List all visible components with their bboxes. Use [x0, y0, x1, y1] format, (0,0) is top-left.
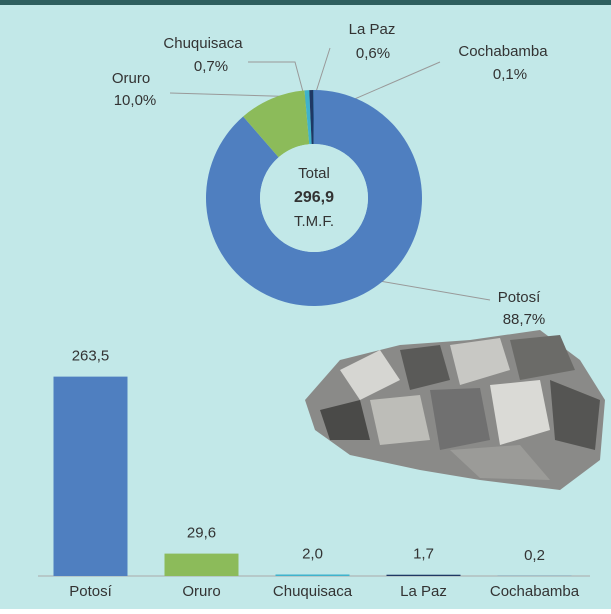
bar-value-label: 0,2 [524, 547, 545, 564]
slice-value-label: 0,7% [194, 58, 228, 75]
bar [165, 554, 239, 576]
bar-value-label: 2,0 [302, 545, 323, 562]
total-value: 296,9 [294, 189, 334, 206]
total-title: Total [298, 165, 330, 182]
slice-label: Chuquisaca [163, 35, 243, 52]
x-tick-label: Chuquisaca [273, 583, 353, 600]
x-tick-label: Oruro [182, 583, 220, 600]
slice-value-label: 88,7% [503, 311, 546, 328]
x-tick-label: Cochabamba [490, 583, 580, 600]
slice-value-label: 10,0% [114, 92, 157, 109]
bar [54, 377, 128, 576]
slice-value-label: 0,1% [493, 66, 527, 83]
slice-label: La Paz [349, 21, 396, 38]
slice-value-label: 0,6% [356, 45, 390, 62]
bar-value-label: 263,5 [72, 348, 110, 365]
slice-label: Oruro [112, 70, 150, 87]
slice-label: Cochabamba [458, 43, 548, 60]
slice-label: Potosí [498, 289, 541, 306]
bar-value-label: 29,6 [187, 525, 216, 542]
bar [387, 575, 461, 576]
x-tick-label: Potosí [69, 583, 112, 600]
bar [276, 574, 350, 576]
x-tick-label: La Paz [400, 583, 447, 600]
top-border [0, 0, 611, 5]
total-unit: T.M.F. [294, 213, 334, 230]
bar-value-label: 1,7 [413, 546, 434, 563]
